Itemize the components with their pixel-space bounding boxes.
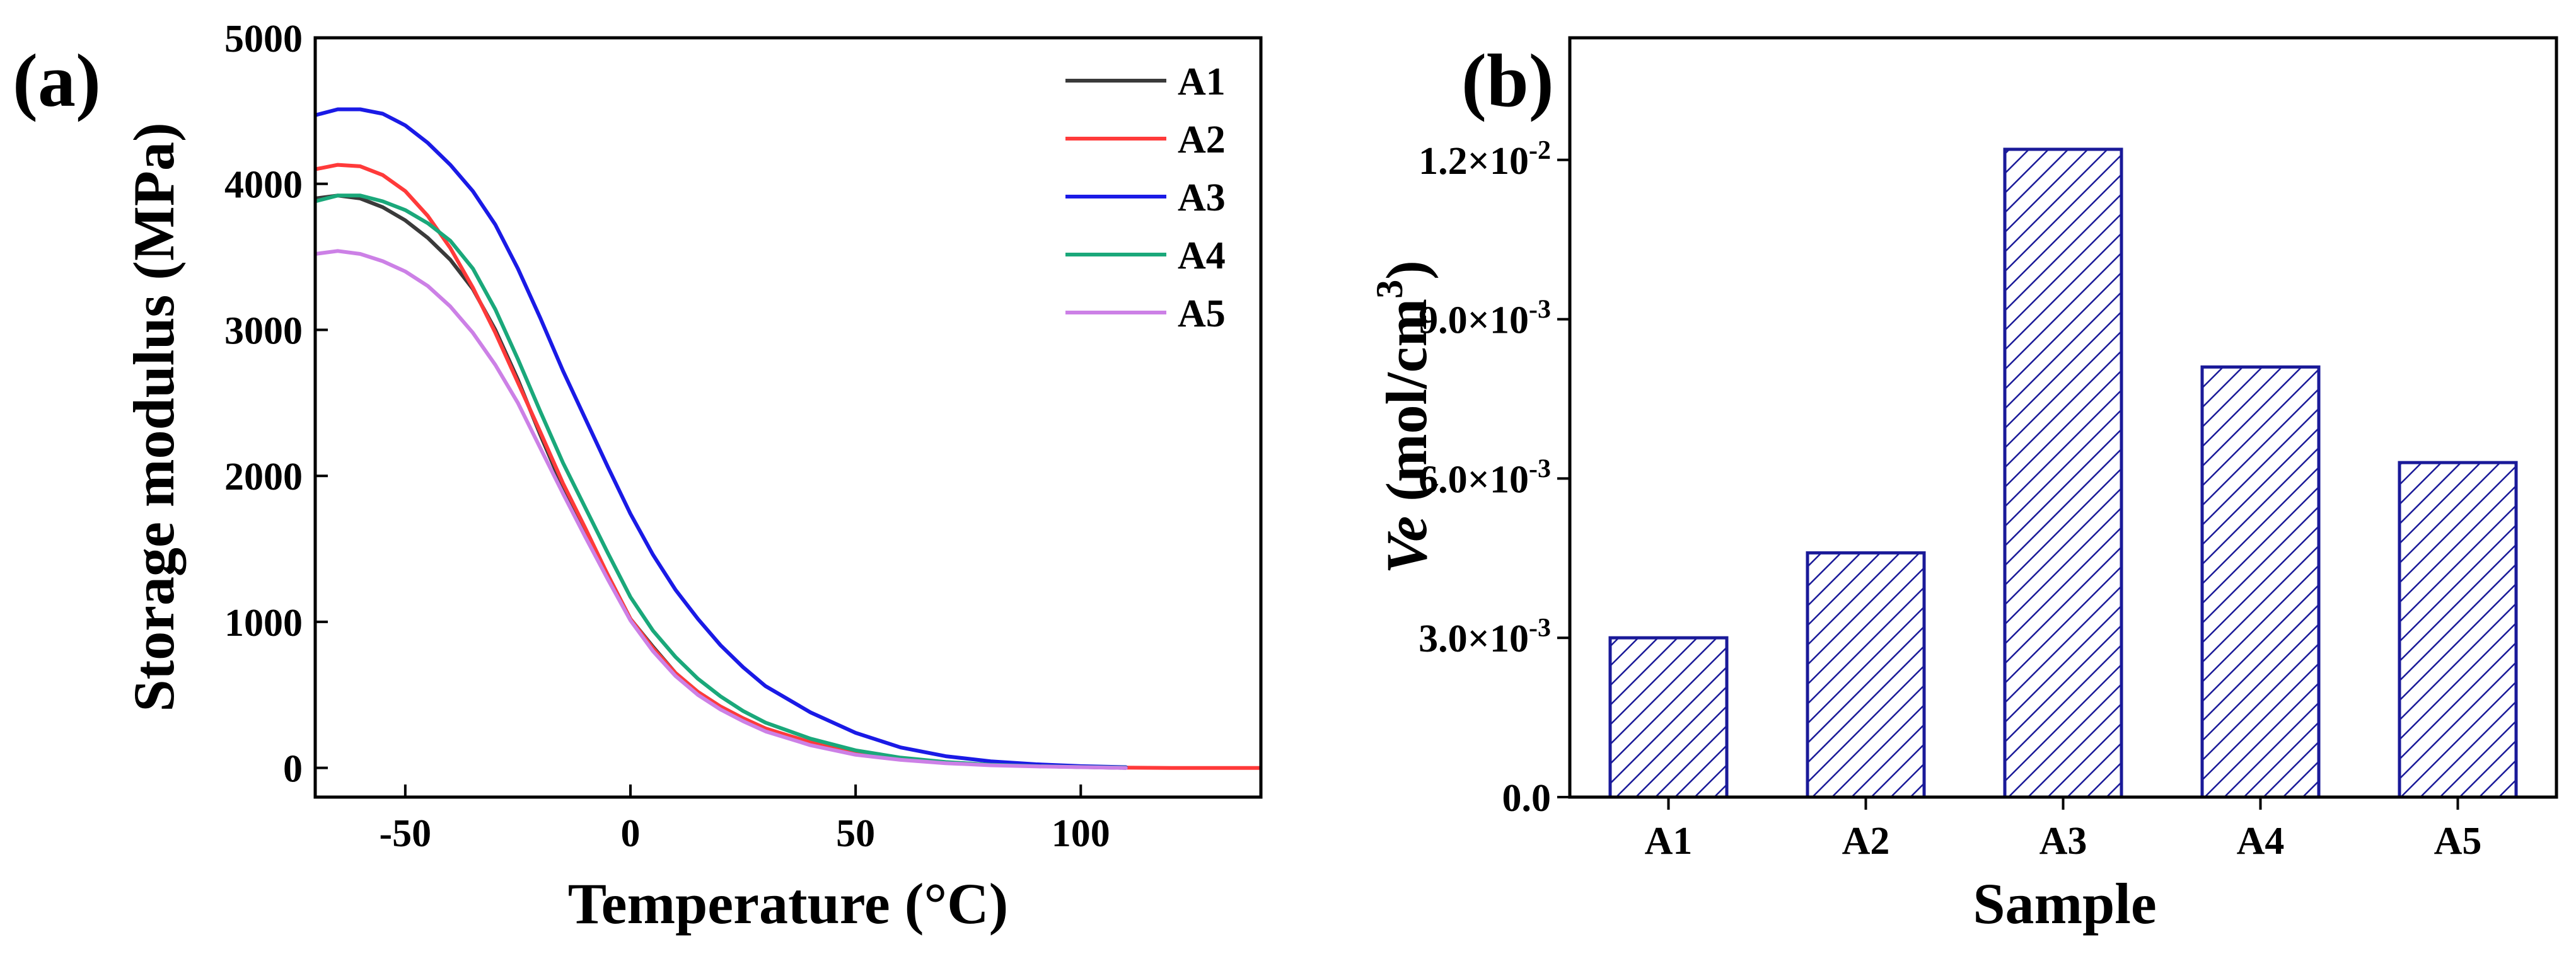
panel-a-y-tick-label: 1000 xyxy=(224,602,303,645)
panel-b-x-tick-label: A4 xyxy=(2237,820,2285,863)
panel-a-y-tick-label: 5000 xyxy=(224,18,303,60)
panel-a-legend: A1 A2 A3 A4 A5 xyxy=(1065,60,1226,335)
legend-label-a5: A5 xyxy=(1178,292,1226,335)
panel-b-y-axis-title-sup: 3 xyxy=(1369,280,1410,299)
panel-a-line-chart: (a) -50 0 50 100 0 1000 2000 3000 4000 5000 Temp… xyxy=(13,18,1263,936)
series-line-a5 xyxy=(315,249,1128,770)
panel-a-x-axis-title: Temperature (°C) xyxy=(568,871,1009,936)
panel-b-y-axis-title: Ve (mol/cm3) xyxy=(1369,260,1439,574)
bar-a1 xyxy=(1608,636,1729,799)
panel-b-x-ticks: A1 A2 A3 A4 A5 xyxy=(1645,797,2482,863)
panel-b-y-ticks: 0.0 3.0×10-3 6.0×10-3 9.0×10-3 1.2×10-2 xyxy=(1419,136,1570,820)
panel-b-y-tick-label: 0.0 xyxy=(1502,777,1552,820)
panel-b-y-axis-title-close: ) xyxy=(1374,260,1439,280)
panel-b-x-tick-label: A1 xyxy=(1645,820,1693,863)
legend-label-a2: A2 xyxy=(1178,118,1226,161)
panel-a-y-axis-title: Storage modulus (MPa) xyxy=(122,122,186,711)
legend-label-a1: A1 xyxy=(1178,60,1226,103)
panel-b-x-axis-title: Sample xyxy=(1973,871,2156,936)
panel-a-label: (a) xyxy=(13,38,101,122)
bar-a5 xyxy=(2398,461,2518,799)
panel-b-y-axis-title-unit: (mol/cm xyxy=(1374,299,1439,516)
panel-b-x-tick-label: A5 xyxy=(2434,820,2482,863)
panel-b-bars xyxy=(1608,147,2518,799)
panel-b-y-tick-label: 3.0×10-3 xyxy=(1419,614,1551,660)
panel-b-x-tick-label: A2 xyxy=(1842,820,1890,863)
panel-b-y-axis-title-symbol: Ve xyxy=(1374,516,1439,574)
panel-a-x-tick-label: -50 xyxy=(380,812,432,855)
panel-b-bar-chart: (b) A1 A2 A3 A4 A5 0.0 3.0×10-3 6.0×10-3 9.0×10… xyxy=(1369,36,2558,936)
panel-a-y-tick-label: 3000 xyxy=(224,309,303,352)
panel-a-y-tick-label: 0 xyxy=(283,748,303,791)
legend-label-a4: A4 xyxy=(1178,234,1226,277)
panel-a-curves xyxy=(315,107,1261,770)
panel-a-x-tick-label: 50 xyxy=(836,812,875,855)
panel-a-x-tick-label: 0 xyxy=(621,812,641,855)
panel-a-x-tick-label: 100 xyxy=(1052,812,1110,855)
panel-b-y-tick-label: 6.0×10-3 xyxy=(1419,454,1551,501)
panel-a-y-tick-label: 2000 xyxy=(224,456,303,498)
panel-a-axes-frame xyxy=(313,36,1263,799)
series-line-a1 xyxy=(315,193,1128,770)
panel-a-x-ticks: -50 0 50 100 xyxy=(380,784,1110,855)
panel-b-label: (b) xyxy=(1461,38,1554,122)
panel-b-x-tick-label: A3 xyxy=(2039,820,2087,863)
panel-b-y-tick-label: 9.0×10-3 xyxy=(1419,296,1551,342)
series-line-a4 xyxy=(315,193,1128,770)
panel-b-y-tick-label: 1.2×10-2 xyxy=(1419,136,1551,183)
series-line-a3 xyxy=(315,107,1128,769)
bar-a4 xyxy=(2200,365,2321,799)
bar-a3 xyxy=(2003,147,2123,799)
bar-a2 xyxy=(1806,551,1926,799)
legend-label-a3: A3 xyxy=(1178,176,1226,219)
panel-a-y-ticks: 0 1000 2000 3000 4000 5000 xyxy=(224,18,328,791)
panel-a-y-tick-label: 4000 xyxy=(224,164,303,207)
